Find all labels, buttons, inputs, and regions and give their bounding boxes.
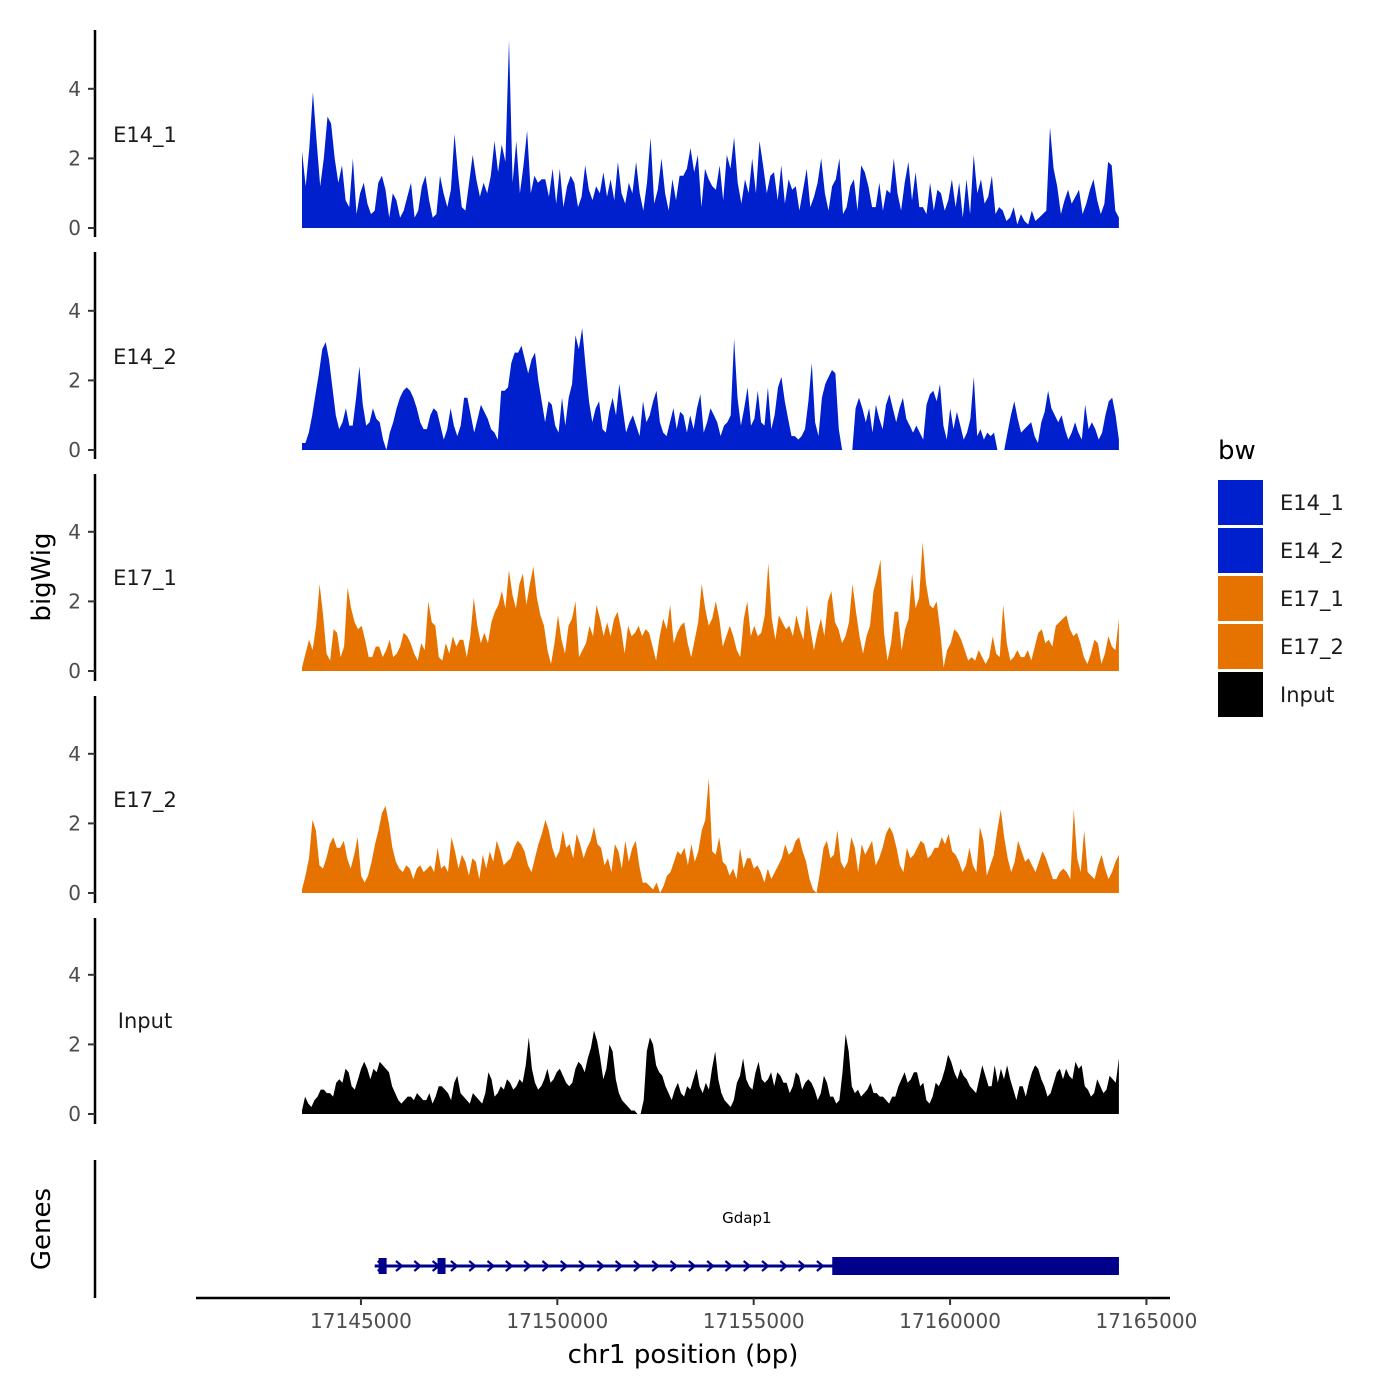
gene-strand-arrow (688, 1260, 697, 1272)
gene-strand-arrow (779, 1260, 789, 1272)
legend-swatch-E17_1 (1218, 576, 1263, 621)
y-tick-label: 0 (68, 881, 81, 905)
signal-area-Input (302, 1030, 1119, 1114)
track-label: E17_2 (113, 788, 177, 813)
y-tick-label: 4 (68, 520, 81, 544)
gene-strand-arrow (706, 1260, 715, 1272)
gene-strand-arrow (651, 1260, 660, 1272)
legend: bw E14_1 E14_2 E17_1 E17_2 Input (1218, 436, 1344, 717)
gene-exon (832, 1257, 1119, 1275)
gene-exon (378, 1258, 387, 1274)
x-tick-label: 17160000 (899, 1309, 1001, 1333)
y-tick-label: 2 (68, 811, 81, 835)
gene-strand-arrow (468, 1260, 477, 1272)
gene-strand-arrow (816, 1260, 825, 1272)
y-tick-label: 2 (68, 368, 81, 392)
gene-model (374, 1257, 1119, 1275)
track-E14_2: 0 2 4 E14_2 (68, 252, 1119, 462)
y-tick-label: 4 (68, 963, 81, 987)
legend-swatch-E14_2 (1218, 528, 1263, 573)
y-tick-label: 4 (68, 299, 81, 323)
legend-label: E17_1 (1280, 587, 1344, 612)
track-E14_1: 0 2 4 E14_1 (68, 30, 1119, 240)
legend-label: Input (1280, 683, 1334, 707)
gene-strand-arrow (724, 1260, 734, 1272)
gene-strand-arrow (541, 1260, 551, 1272)
track-E17_2: 0 2 4 E17_2 (68, 696, 1119, 905)
legend-swatch-E17_2 (1218, 624, 1263, 669)
gene-name-label: Gdap1 (722, 1209, 771, 1227)
legend-label: E14_1 (1280, 491, 1344, 516)
x-tick-label: 17150000 (506, 1309, 608, 1333)
legend-title: bw (1218, 436, 1256, 466)
signal-area-E17_2 (302, 778, 1119, 893)
y-axis-title: bigWig (27, 532, 57, 621)
gene-strand-arrow (395, 1260, 404, 1272)
gene-exon (437, 1258, 446, 1274)
gene-strand-arrow (486, 1260, 496, 1272)
x-axis-title: chr1 position (bp) (568, 1340, 799, 1370)
track-E17_1: 0 2 4 E17_1 (68, 474, 1119, 683)
track-Input: 0 2 4 Input (68, 918, 1119, 1126)
y-tick-label: 2 (68, 589, 81, 613)
signal-area-E14_2 (302, 328, 1119, 450)
y-tick-label: 2 (68, 146, 81, 170)
legend-label: E17_2 (1280, 635, 1344, 660)
y-tick-label: 0 (68, 659, 81, 683)
x-tick-label: 17165000 (1096, 1309, 1198, 1333)
signal-tracks: 0 2 4 E14_1 0 2 4 E14_2 0 2 4 E17_1 0 2 4 E17_2 0 2 4 Input (68, 30, 1119, 1126)
y-tick-label: 2 (68, 1032, 81, 1056)
gene-strand-arrow (578, 1260, 587, 1272)
track-label: E14_2 (113, 345, 177, 370)
signal-area-E14_1 (302, 40, 1119, 228)
gene-strand-arrow (505, 1260, 514, 1272)
y-tick-label: 0 (68, 216, 81, 240)
gene-strand-arrow (633, 1260, 642, 1272)
x-axis-ticks: 17145000 17150000 17155000 17160000 17165000 (310, 1298, 1197, 1333)
gene-strand-arrow (797, 1260, 807, 1272)
gene-track: Genes Gdap1 (27, 1160, 1119, 1298)
x-tick-label: 17155000 (703, 1309, 805, 1333)
gene-strand-arrow (761, 1260, 770, 1272)
y-tick-label: 4 (68, 742, 81, 766)
gene-strand-arrow (669, 1260, 679, 1272)
legend-label: E14_2 (1280, 539, 1344, 564)
gene-strand-arrow (450, 1260, 459, 1272)
legend-swatch-Input (1218, 672, 1263, 717)
gene-strand-arrow (742, 1260, 752, 1272)
track-label: E14_1 (113, 123, 177, 148)
gene-track-label: Genes (27, 1188, 57, 1270)
signal-area-E17_1 (302, 542, 1119, 671)
track-label: Input (118, 1009, 172, 1033)
x-axis: 17145000 17150000 17155000 17160000 17165000… (196, 1296, 1197, 1370)
legend-items: E14_1 E14_2 E17_1 E17_2 Input (1218, 480, 1344, 717)
y-tick-label: 0 (68, 1102, 81, 1126)
x-tick-label: 17145000 (310, 1309, 412, 1333)
gene-strand-arrow (413, 1260, 423, 1272)
gene-strand-arrow (596, 1260, 606, 1272)
track-label: E17_1 (113, 566, 177, 591)
gene-strand-arrow (523, 1260, 532, 1272)
gene-strand-arrow (614, 1260, 624, 1272)
gene-strand-arrow (559, 1260, 569, 1272)
y-tick-label: 4 (68, 77, 81, 101)
legend-swatch-E14_1 (1218, 480, 1263, 525)
y-tick-label: 0 (68, 438, 81, 462)
